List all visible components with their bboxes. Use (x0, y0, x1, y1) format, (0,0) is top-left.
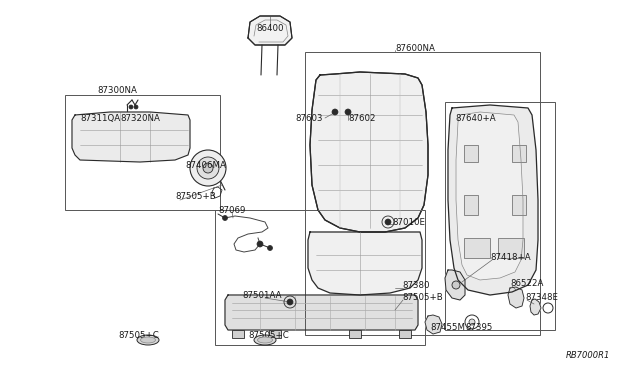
Text: 86522A: 86522A (510, 279, 543, 289)
Text: 87600NA: 87600NA (395, 44, 435, 52)
Circle shape (129, 105, 133, 109)
Circle shape (452, 281, 460, 289)
Text: 87348E: 87348E (525, 294, 558, 302)
Circle shape (197, 157, 219, 179)
Bar (65, 95, 220, 210)
Polygon shape (456, 112, 523, 280)
Circle shape (345, 109, 351, 115)
Circle shape (203, 163, 213, 173)
Circle shape (223, 215, 227, 221)
Text: 87069: 87069 (218, 205, 245, 215)
Bar (464, 145, 478, 162)
Polygon shape (530, 299, 541, 315)
Text: 87505+C: 87505+C (248, 331, 289, 340)
Bar (498, 238, 524, 258)
Polygon shape (508, 287, 524, 308)
Ellipse shape (137, 335, 159, 345)
Polygon shape (225, 295, 418, 330)
Circle shape (385, 219, 391, 225)
Text: 87455M: 87455M (430, 324, 465, 333)
Text: 87395: 87395 (465, 324, 492, 333)
Circle shape (134, 105, 138, 109)
Circle shape (332, 109, 338, 115)
Text: 87505+B: 87505+B (402, 294, 443, 302)
Text: 87418+A: 87418+A (490, 253, 531, 263)
Text: 87602: 87602 (348, 113, 376, 122)
Bar (445, 102, 555, 330)
Polygon shape (72, 112, 190, 162)
Bar (464, 238, 490, 258)
Circle shape (257, 241, 263, 247)
Text: 87501AA: 87501AA (242, 292, 282, 301)
Text: 87010E: 87010E (392, 218, 425, 227)
Text: 87505+B: 87505+B (175, 192, 216, 201)
Text: 87311QA: 87311QA (80, 113, 120, 122)
Text: 87505+C: 87505+C (118, 331, 159, 340)
Bar (512, 195, 526, 215)
Bar (269, 330, 281, 338)
Text: 87320NA: 87320NA (120, 113, 160, 122)
Circle shape (287, 299, 293, 305)
Bar (215, 210, 425, 345)
Text: 86400: 86400 (256, 23, 284, 32)
Text: 87406MA: 87406MA (185, 160, 226, 170)
Ellipse shape (141, 337, 156, 343)
Text: 87300NA: 87300NA (97, 86, 137, 94)
Polygon shape (310, 72, 428, 232)
Text: 87640+A: 87640+A (455, 113, 495, 122)
Circle shape (190, 150, 226, 186)
Text: 87603: 87603 (296, 113, 323, 122)
Circle shape (268, 246, 273, 250)
Bar (464, 195, 478, 215)
Bar (349, 330, 361, 338)
Polygon shape (308, 232, 422, 295)
Bar (512, 145, 526, 162)
Circle shape (469, 319, 475, 325)
Polygon shape (248, 16, 292, 45)
Ellipse shape (254, 335, 276, 345)
Bar (399, 330, 411, 338)
Polygon shape (448, 105, 538, 295)
Polygon shape (445, 270, 465, 300)
Ellipse shape (257, 337, 273, 343)
Bar (305, 52, 540, 335)
Text: 87380: 87380 (402, 282, 429, 291)
Polygon shape (425, 315, 442, 334)
Text: RB7000R1: RB7000R1 (566, 352, 610, 360)
Bar (232, 330, 244, 338)
